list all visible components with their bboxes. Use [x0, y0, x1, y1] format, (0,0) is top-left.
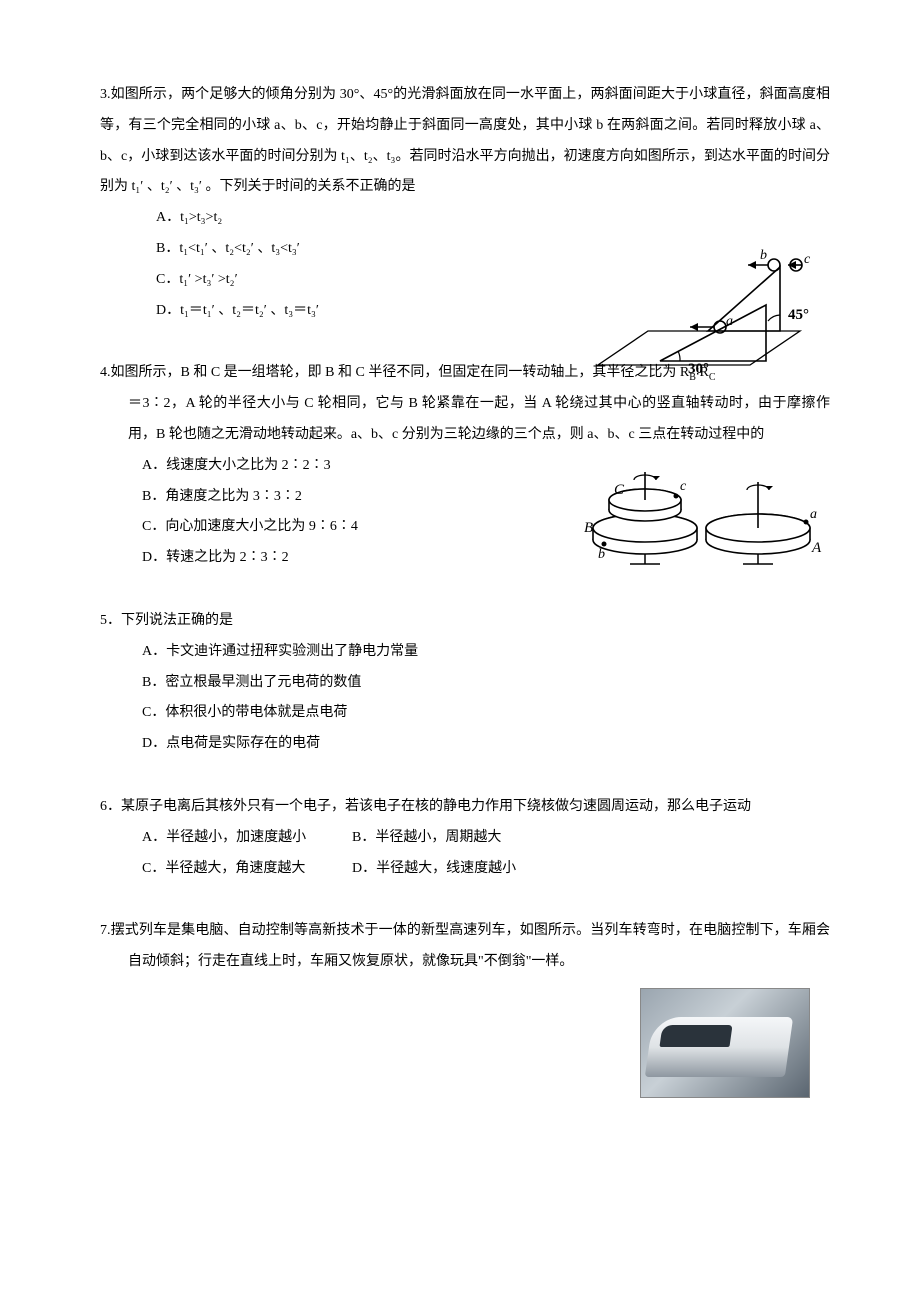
svg-text:a: a: [810, 507, 817, 522]
label-c: c: [804, 252, 811, 267]
q5-stem: 5．下列说法正确的是: [100, 606, 830, 637]
q4-figure: b c B C a A: [580, 458, 830, 578]
question-3: 3.如图所示，两个足够大的倾角分别为 30°、45°的光滑斜面放在同一水平面上，…: [100, 80, 830, 326]
q7-train-figure: [640, 988, 810, 1098]
q6-stem: 6．某原子电离后其核外只有一个电子，若该电子在核的静电力作用下绕核做匀速圆周运动…: [100, 792, 830, 823]
svg-text:b: b: [598, 547, 605, 562]
q7-stem: 7.摆式列车是集电脑、自动控制等高新技术于一体的新型高速列车，如图所示。当列车转…: [100, 916, 830, 978]
q3-opt-a: A．t₁>t₃>t₂: [156, 203, 830, 234]
angle-45: 45°: [788, 307, 809, 323]
svg-text:A: A: [811, 540, 822, 556]
q6-options: A．半径越小，加速度越小 B．半径越小，周期越大 C．半径越大，角速度越大 D．…: [100, 823, 830, 885]
q4-stem: 4.如图所示，B 和 C 是一组塔轮，即 B 和 C 半径不同，但固定在同一转动…: [100, 358, 830, 450]
svg-text:c: c: [680, 479, 687, 494]
svg-text:C: C: [614, 482, 625, 498]
q3-figure: a b c 30° 45°: [590, 245, 830, 375]
question-6: 6．某原子电离后其核外只有一个电子，若该电子在核的静电力作用下绕核做匀速圆周运动…: [100, 792, 830, 884]
q5-opt-b: B．密立根最早测出了元电荷的数值: [142, 668, 830, 699]
label-a: a: [726, 314, 733, 329]
q6-opt-d: D．半径越大，线速度越小: [352, 854, 612, 885]
question-5: 5．下列说法正确的是 A．卡文迪许通过扭秤实验测出了静电力常量 B．密立根最早测…: [100, 606, 830, 760]
question-4: 4.如图所示，B 和 C 是一组塔轮，即 B 和 C 半径不同，但固定在同一转动…: [100, 358, 830, 574]
q6-opt-b: B．半径越小，周期越大: [352, 823, 501, 854]
q6-opt-a: A．半径越小，加速度越小: [142, 823, 352, 854]
question-7: 7.摆式列车是集电脑、自动控制等高新技术于一体的新型高速列车，如图所示。当列车转…: [100, 916, 830, 978]
label-b: b: [760, 248, 767, 263]
q3-stem: 3.如图所示，两个足够大的倾角分别为 30°、45°的光滑斜面放在同一水平面上，…: [100, 80, 830, 203]
svg-text:B: B: [584, 520, 593, 536]
q5-opt-d: D．点电荷是实际存在的电荷: [142, 729, 830, 760]
q5-options: A．卡文迪许通过扭秤实验测出了静电力常量 B．密立根最早测出了元电荷的数值 C．…: [100, 637, 830, 760]
q5-opt-c: C．体积很小的带电体就是点电荷: [142, 698, 830, 729]
q6-opt-c: C．半径越大，角速度越大: [142, 854, 352, 885]
q5-opt-a: A．卡文迪许通过扭秤实验测出了静电力常量: [142, 637, 830, 668]
